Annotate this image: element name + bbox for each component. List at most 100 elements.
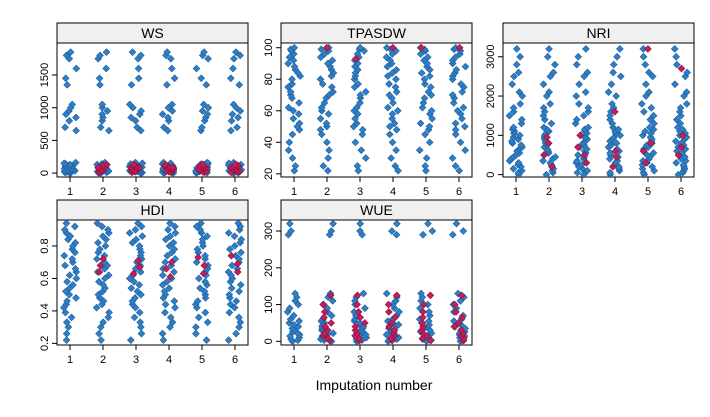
observed-point (612, 139, 621, 148)
observed-point (329, 219, 337, 228)
observed-point (285, 304, 294, 313)
observed-point (648, 72, 657, 81)
observed-point (166, 219, 174, 228)
imputed-point (389, 43, 397, 52)
observed-point (607, 141, 615, 149)
observed-point (71, 158, 80, 167)
observed-point (425, 138, 434, 147)
imputed-point (543, 133, 551, 142)
observed-point (572, 92, 581, 100)
y-tick-label: 1500 (39, 63, 51, 87)
observed-point (61, 74, 70, 83)
panel-frame (56, 219, 249, 346)
observed-point (165, 284, 173, 293)
observed-point (616, 72, 625, 81)
observed-point (382, 289, 391, 298)
observed-point (291, 289, 299, 298)
observed-point (327, 311, 336, 320)
imputed-point (134, 256, 142, 265)
observed-point (163, 48, 171, 56)
observed-point (228, 261, 236, 270)
observed-point (137, 107, 145, 115)
y-tick-label: 60 (263, 105, 275, 117)
imputed-point (418, 313, 427, 322)
observed-point (516, 100, 525, 108)
observed-point (227, 116, 236, 125)
observed-point (607, 80, 616, 89)
imputed-point (319, 300, 328, 309)
observed-point (579, 170, 588, 179)
observed-point (284, 59, 293, 68)
observed-point (457, 80, 465, 88)
x-tick-label: 6 (678, 186, 684, 198)
observed-point (418, 103, 427, 112)
imputed-point (455, 43, 464, 52)
observed-point (361, 88, 370, 96)
observed-point (639, 52, 648, 61)
imputed-point (582, 159, 591, 167)
observed-point (169, 238, 178, 247)
observed-point (415, 146, 424, 155)
observed-point (391, 162, 400, 170)
observed-point (671, 80, 679, 89)
observed-point (417, 69, 426, 77)
observed-point (424, 317, 433, 325)
observed-point (395, 308, 403, 316)
observed-point (128, 48, 137, 56)
observed-point (234, 113, 242, 122)
y-tick-label: 0 (263, 338, 275, 344)
observed-point (358, 125, 367, 134)
observed-point (161, 308, 169, 317)
observed-point (166, 54, 175, 63)
observed-point (454, 289, 462, 298)
observed-point (103, 107, 112, 115)
observed-point (328, 297, 337, 305)
observed-point (385, 130, 394, 139)
observed-point (575, 100, 583, 108)
observed-point (170, 245, 179, 254)
observed-point (163, 277, 171, 286)
observed-point (459, 103, 468, 112)
observed-point (234, 219, 243, 228)
observed-point (171, 222, 179, 231)
imputed-point (194, 253, 202, 262)
observed-point (517, 141, 525, 149)
observed-point (227, 284, 236, 293)
observed-point (65, 116, 74, 125)
panel-wue: WUE 0 100 200 300 1 2 3 4 5 6 (263, 199, 473, 366)
observed-point (505, 111, 514, 120)
x-tick-label: 1 (291, 354, 297, 366)
observed-point (508, 80, 517, 89)
observed-point (163, 81, 171, 89)
observed-point (545, 88, 553, 96)
observed-point (357, 146, 366, 155)
observed-point (138, 232, 147, 241)
observed-point (582, 45, 590, 53)
observed-point (203, 232, 211, 241)
observed-point (423, 53, 432, 62)
imputed-point (611, 107, 619, 116)
observed-point (425, 122, 434, 131)
observed-point (648, 162, 657, 171)
observed-point (574, 52, 583, 61)
imputed-point (135, 263, 144, 271)
observed-point (455, 166, 464, 175)
observed-point (95, 329, 103, 338)
observed-point (127, 336, 135, 344)
observed-point (323, 138, 331, 147)
observed-point (204, 103, 213, 112)
observed-point (643, 151, 651, 159)
observed-point (68, 100, 77, 109)
observed-point (99, 232, 107, 241)
observed-point (461, 146, 470, 155)
observed-point (329, 329, 337, 338)
panel-title: HDI (140, 202, 164, 218)
observed-point (425, 308, 433, 316)
observed-point (92, 303, 101, 312)
observed-point (60, 251, 69, 260)
y-tick-label: 1000 (485, 123, 497, 147)
observed-point (69, 281, 77, 289)
observed-point (196, 284, 204, 293)
y-tick-label: 40 (263, 136, 275, 148)
observed-point (514, 159, 523, 167)
